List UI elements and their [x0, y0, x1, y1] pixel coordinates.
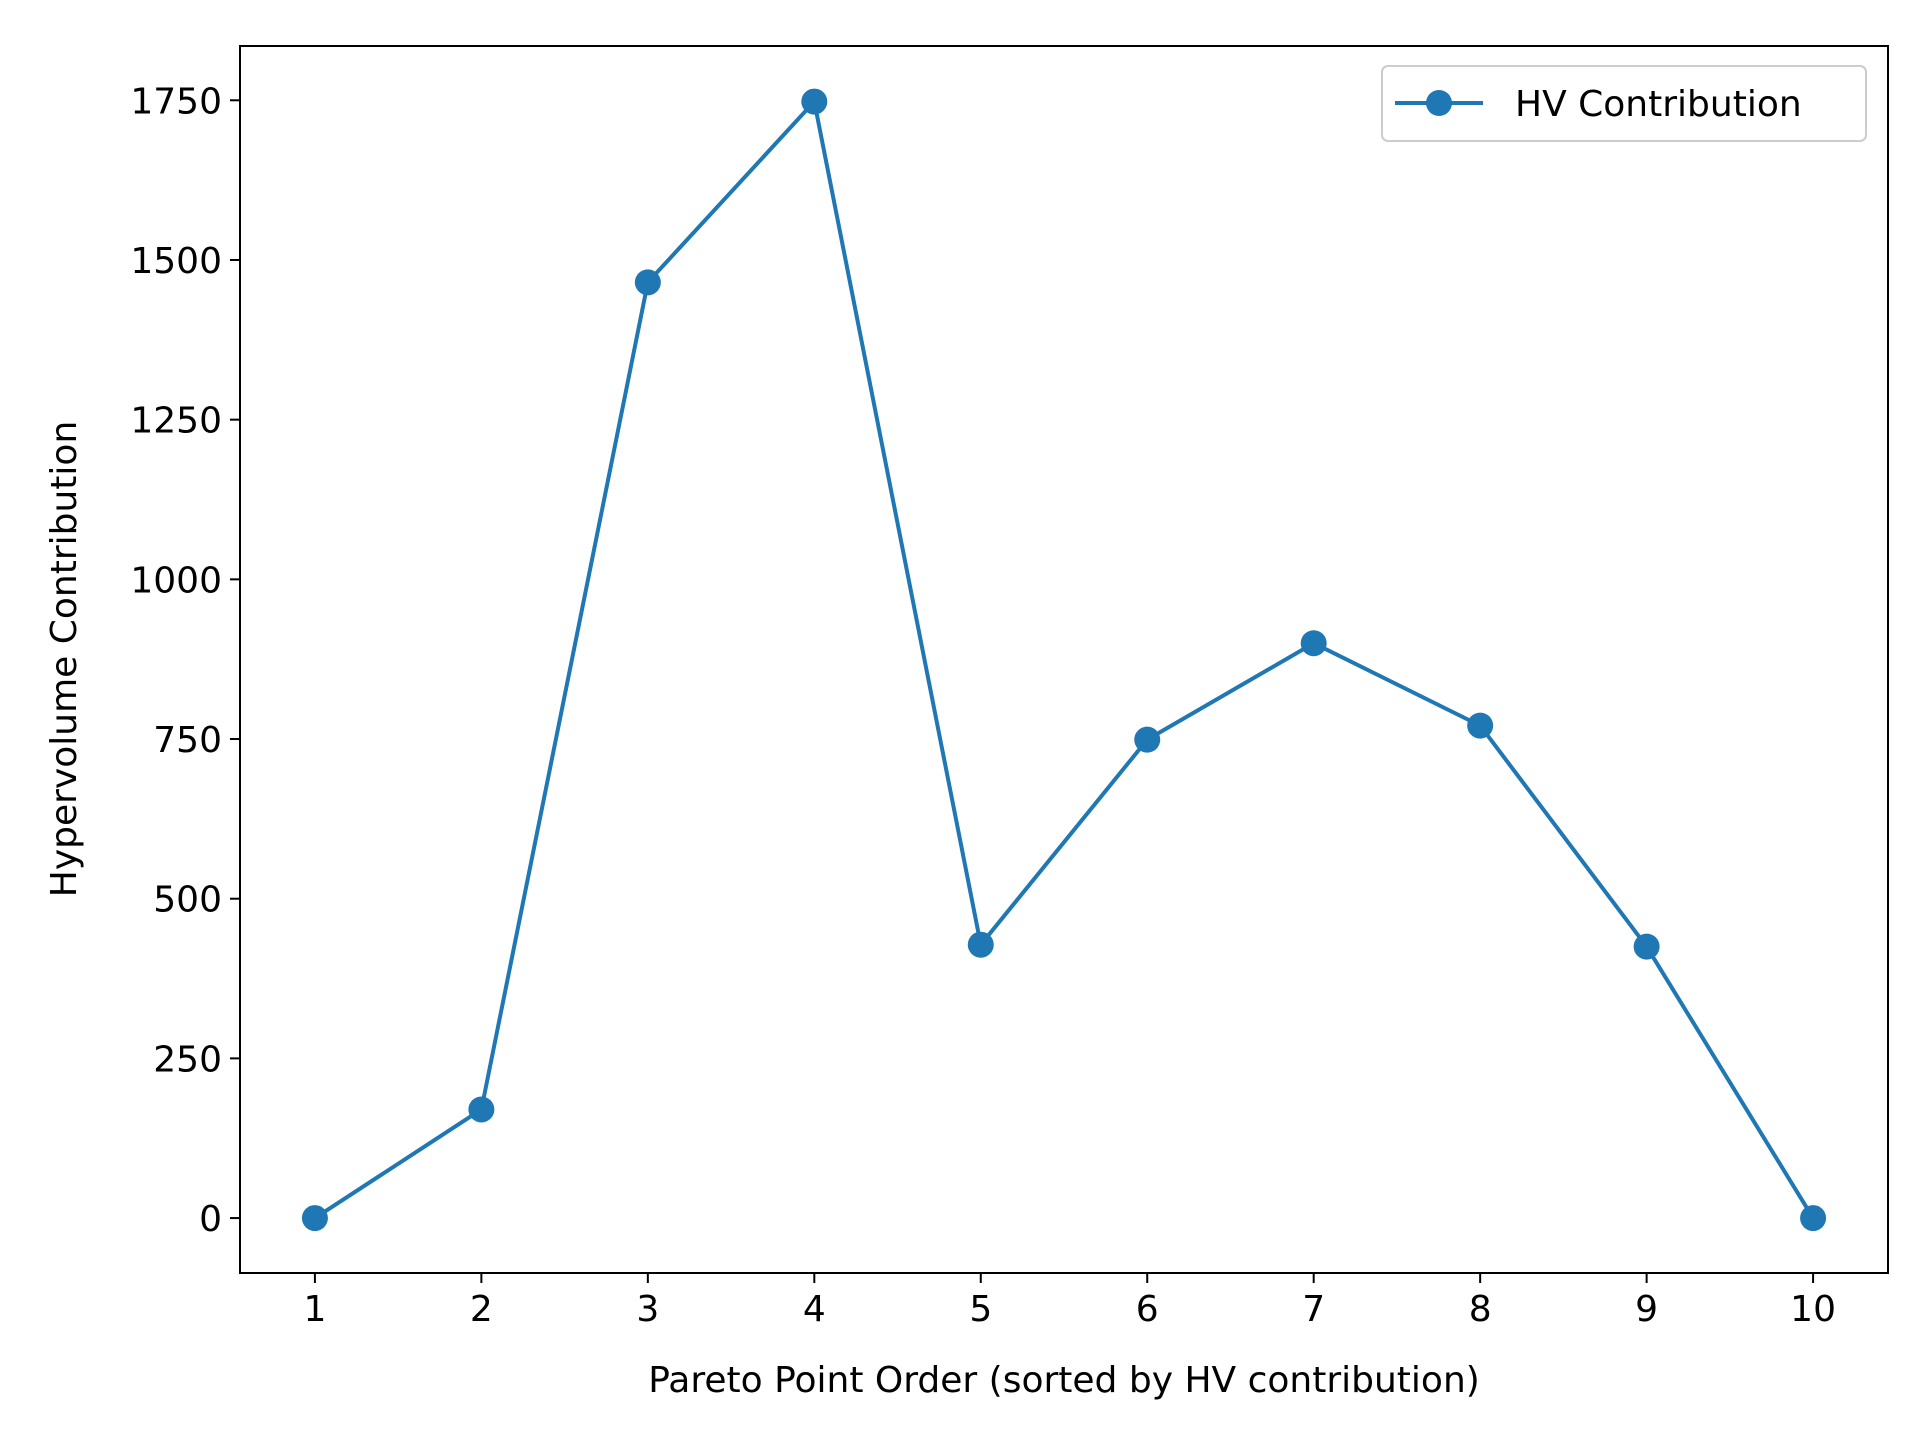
plot-area: [240, 46, 1888, 1273]
y-tick-label: 1250: [130, 401, 222, 442]
y-tick-label: 1750: [130, 81, 222, 122]
y-tick-label: 750: [153, 720, 222, 761]
data-point: [468, 1096, 495, 1123]
data-point: [1467, 712, 1494, 739]
data-point: [967, 931, 994, 958]
data-point: [1134, 726, 1161, 753]
y-tick-label: 1500: [130, 241, 222, 282]
x-tick-label: 7: [1302, 1289, 1325, 1330]
x-axis-ticks: 1 2 3 4 5 6 7 8 9 10: [303, 1273, 1836, 1330]
legend-marker-swatch: [1426, 90, 1452, 116]
data-point: [301, 1205, 328, 1232]
plot-frame: [239, 45, 1889, 1274]
y-tick-label: 500: [153, 880, 222, 921]
legend-label: HV Contribution: [1515, 84, 1802, 125]
x-tick-label: 10: [1790, 1289, 1836, 1330]
y-axis-ticks: 0 250 500 750 1000 1250 1500 1750: [130, 81, 240, 1240]
x-tick-label: 5: [969, 1289, 992, 1330]
x-tick-label: 4: [803, 1289, 826, 1330]
y-tick-label: 250: [153, 1039, 222, 1080]
x-tick-label: 9: [1635, 1289, 1658, 1330]
y-axis-label: Hypervolume Contribution: [44, 421, 85, 898]
series-layer: [301, 88, 1827, 1232]
legend-box: [1381, 65, 1867, 142]
x-tick-label: 1: [303, 1289, 326, 1330]
data-point: [1633, 933, 1660, 960]
y-tick-label: 1000: [130, 560, 222, 601]
data-point: [1800, 1205, 1827, 1232]
x-tick-label: 2: [470, 1289, 493, 1330]
x-tick-label: 3: [636, 1289, 659, 1330]
series-line: [313, 99, 1815, 1220]
x-tick-label: 6: [1136, 1289, 1159, 1330]
y-tick-label: 0: [199, 1199, 222, 1240]
x-axis-label: Pareto Point Order (sorted by HV contrib…: [648, 1360, 1480, 1401]
data-point: [1300, 630, 1327, 657]
x-tick-label: 8: [1469, 1289, 1492, 1330]
legend: HV Contribution: [1381, 65, 1867, 142]
data-point: [634, 269, 661, 296]
data-point: [801, 88, 828, 115]
